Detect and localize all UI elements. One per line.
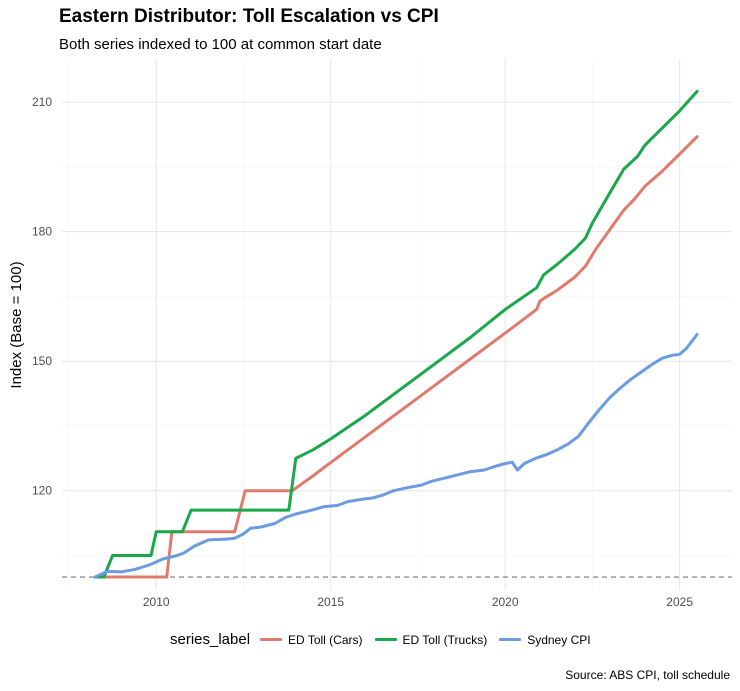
- y-axis-label: Index (Base = 100): [8, 261, 25, 388]
- y-tick-label: 210: [32, 95, 52, 109]
- x-tick-label: 2020: [492, 595, 519, 609]
- chart-title: Eastern Distributor: Toll Escalation vs …: [59, 6, 439, 27]
- grid: [62, 59, 732, 590]
- legend-label-trucks: ED Toll (Trucks): [402, 632, 488, 647]
- y-tick-label: 150: [32, 354, 52, 368]
- legend: series_label ED Toll (Cars) ED Toll (Tru…: [170, 631, 603, 648]
- legend-item-trucks: ED Toll (Trucks): [374, 632, 488, 647]
- series-line-cars: [93, 135, 699, 579]
- legend-key-trucks: [374, 638, 397, 641]
- legend-title: series_label: [170, 631, 251, 648]
- y-tick-label: 120: [32, 484, 52, 498]
- axis-labels: 2010 2015 2020 2025 120 150 180 210: [32, 95, 693, 609]
- x-tick-label: 2015: [317, 595, 344, 609]
- x-tick-label: 2010: [143, 595, 170, 609]
- source-caption: Source: ABS CPI, toll schedule: [565, 668, 730, 682]
- series-line-cpi: [93, 332, 699, 579]
- series-line-trucks: [93, 89, 699, 579]
- legend-item-cpi: Sydney CPI: [499, 632, 591, 647]
- legend-item-cars: ED Toll (Cars): [260, 632, 363, 647]
- chart-subtitle: Both series indexed to 100 at common sta…: [59, 36, 382, 53]
- legend-key-cars: [260, 638, 283, 641]
- x-tick-label: 2025: [666, 595, 693, 609]
- legend-label-cars: ED Toll (Cars): [288, 632, 363, 647]
- series-group: [93, 89, 699, 579]
- legend-key-cpi: [499, 638, 522, 641]
- y-tick-label: 180: [32, 225, 52, 239]
- legend-label-cpi: Sydney CPI: [527, 632, 591, 647]
